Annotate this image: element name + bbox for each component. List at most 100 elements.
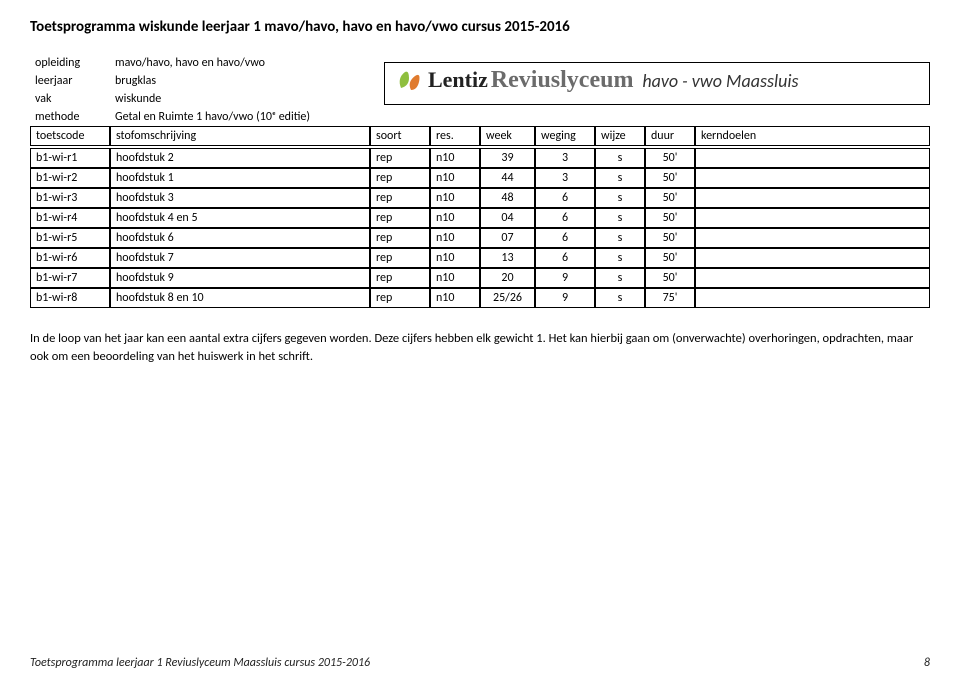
cell-code: b1-wi-r7 [30, 268, 110, 288]
table-row: b1-wi-r3hoofdstuk 3repn10486s50' [30, 188, 930, 208]
cell-desc: hoofdstuk 7 [110, 248, 370, 268]
cell-duur: 50' [645, 268, 695, 288]
cell-res: n10 [430, 228, 480, 248]
cell-week: 44 [480, 168, 535, 188]
cell-code: b1-wi-r8 [30, 288, 110, 308]
footer-page-number: 8 [924, 656, 930, 670]
cell-kerndoelen [695, 248, 930, 268]
meta-value-methode: Getal en Ruimte 1 havo/vwo (10ᵉ editie) [110, 108, 930, 126]
meta-label-leerjaar: leerjaar [30, 72, 110, 90]
meta-label-opleiding: opleiding [30, 54, 110, 72]
cell-kerndoelen [695, 148, 930, 168]
table-row: b1-wi-r4hoofdstuk 4 en 5repn10046s50' [30, 208, 930, 228]
table-row: b1-wi-r8hoofdstuk 8 en 10repn1025/269s75… [30, 288, 930, 308]
cell-code: b1-wi-r3 [30, 188, 110, 208]
cell-week: 04 [480, 208, 535, 228]
note-paragraph: In de loop van het jaar kan een aantal e… [30, 330, 930, 365]
cell-week: 07 [480, 228, 535, 248]
cell-week: 13 [480, 248, 535, 268]
cell-res: n10 [430, 168, 480, 188]
cell-kerndoelen [695, 188, 930, 208]
cell-week: 48 [480, 188, 535, 208]
cell-res: n10 [430, 288, 480, 308]
brand-subtitle: havo - vwo Maassluis [642, 70, 798, 92]
cell-duur: 50' [645, 248, 695, 268]
cell-weging: 6 [535, 248, 595, 268]
col-stofomschrijving: stofomschrijving [110, 126, 370, 146]
cell-kerndoelen [695, 168, 930, 188]
cell-soort: rep [370, 248, 430, 268]
col-weging: weging [535, 126, 595, 146]
cell-wijze: s [595, 288, 645, 308]
cell-duur: 50' [645, 208, 695, 228]
cell-wijze: s [595, 268, 645, 288]
cell-duur: 75' [645, 288, 695, 308]
cell-desc: hoofdstuk 3 [110, 188, 370, 208]
cell-code: b1-wi-r4 [30, 208, 110, 228]
cell-code: b1-wi-r2 [30, 168, 110, 188]
table-header: toetscode stofomschrijving soort res. we… [30, 126, 930, 146]
brand-word-reviuslyceum: Reviuslyceum [491, 67, 634, 93]
cell-soort: rep [370, 188, 430, 208]
cell-weging: 6 [535, 228, 595, 248]
cell-wijze: s [595, 228, 645, 248]
cell-soort: rep [370, 208, 430, 228]
cell-duur: 50' [645, 188, 695, 208]
cell-soort: rep [370, 268, 430, 288]
cell-res: n10 [430, 268, 480, 288]
cell-soort: rep [370, 148, 430, 168]
cell-duur: 50' [645, 228, 695, 248]
footer: Toetsprogramma leerjaar 1 Reviuslyceum M… [30, 656, 930, 670]
cell-desc: hoofdstuk 9 [110, 268, 370, 288]
table-row: b1-wi-r7hoofdstuk 9repn10209s50' [30, 268, 930, 288]
cell-wijze: s [595, 208, 645, 228]
table-row: b1-wi-r1hoofdstuk 2repn10393s50' [30, 148, 930, 168]
col-kerndoelen: kerndoelen [695, 126, 930, 146]
cell-kerndoelen [695, 268, 930, 288]
cell-kerndoelen [695, 208, 930, 228]
cell-res: n10 [430, 148, 480, 168]
col-duur: duur [645, 126, 695, 146]
cell-soort: rep [370, 228, 430, 248]
col-wijze: wijze [595, 126, 645, 146]
cell-wijze: s [595, 248, 645, 268]
page-title: Toetsprogramma wiskunde leerjaar 1 mavo/… [30, 18, 930, 36]
cell-desc: hoofdstuk 1 [110, 168, 370, 188]
cell-kerndoelen [695, 288, 930, 308]
cell-week: 20 [480, 268, 535, 288]
meta-label-vak: vak [30, 90, 110, 108]
table-row: b1-wi-r2hoofdstuk 1repn10443s50' [30, 168, 930, 188]
table-row: b1-wi-r5hoofdstuk 6repn10076s50' [30, 228, 930, 248]
cell-res: n10 [430, 208, 480, 228]
cell-weging: 9 [535, 288, 595, 308]
cell-code: b1-wi-r5 [30, 228, 110, 248]
cell-duur: 50' [645, 168, 695, 188]
cell-kerndoelen [695, 228, 930, 248]
cell-week: 25/26 [480, 288, 535, 308]
brand-word-lentiz: Lentiz [428, 67, 488, 92]
footer-left: Toetsprogramma leerjaar 1 Reviuslyceum M… [30, 656, 370, 670]
cell-soort: rep [370, 168, 430, 188]
cell-week: 39 [480, 148, 535, 168]
col-res: res. [430, 126, 480, 146]
cell-soort: rep [370, 288, 430, 308]
col-toetscode: toetscode [30, 126, 110, 146]
col-week: week [480, 126, 535, 146]
cell-duur: 50' [645, 148, 695, 168]
cell-weging: 3 [535, 168, 595, 188]
cell-res: n10 [430, 188, 480, 208]
cell-desc: hoofdstuk 2 [110, 148, 370, 168]
cell-wijze: s [595, 188, 645, 208]
cell-code: b1-wi-r6 [30, 248, 110, 268]
leaf-icon [395, 68, 425, 100]
cell-desc: hoofdstuk 4 en 5 [110, 208, 370, 228]
cell-wijze: s [595, 148, 645, 168]
cell-wijze: s [595, 168, 645, 188]
cell-desc: hoofdstuk 6 [110, 228, 370, 248]
brand-box: Lentiz Reviuslyceum havo - vwo Maassluis [384, 62, 930, 105]
col-soort: soort [370, 126, 430, 146]
cell-res: n10 [430, 248, 480, 268]
cell-desc: hoofdstuk 8 en 10 [110, 288, 370, 308]
cell-weging: 6 [535, 208, 595, 228]
cell-weging: 3 [535, 148, 595, 168]
